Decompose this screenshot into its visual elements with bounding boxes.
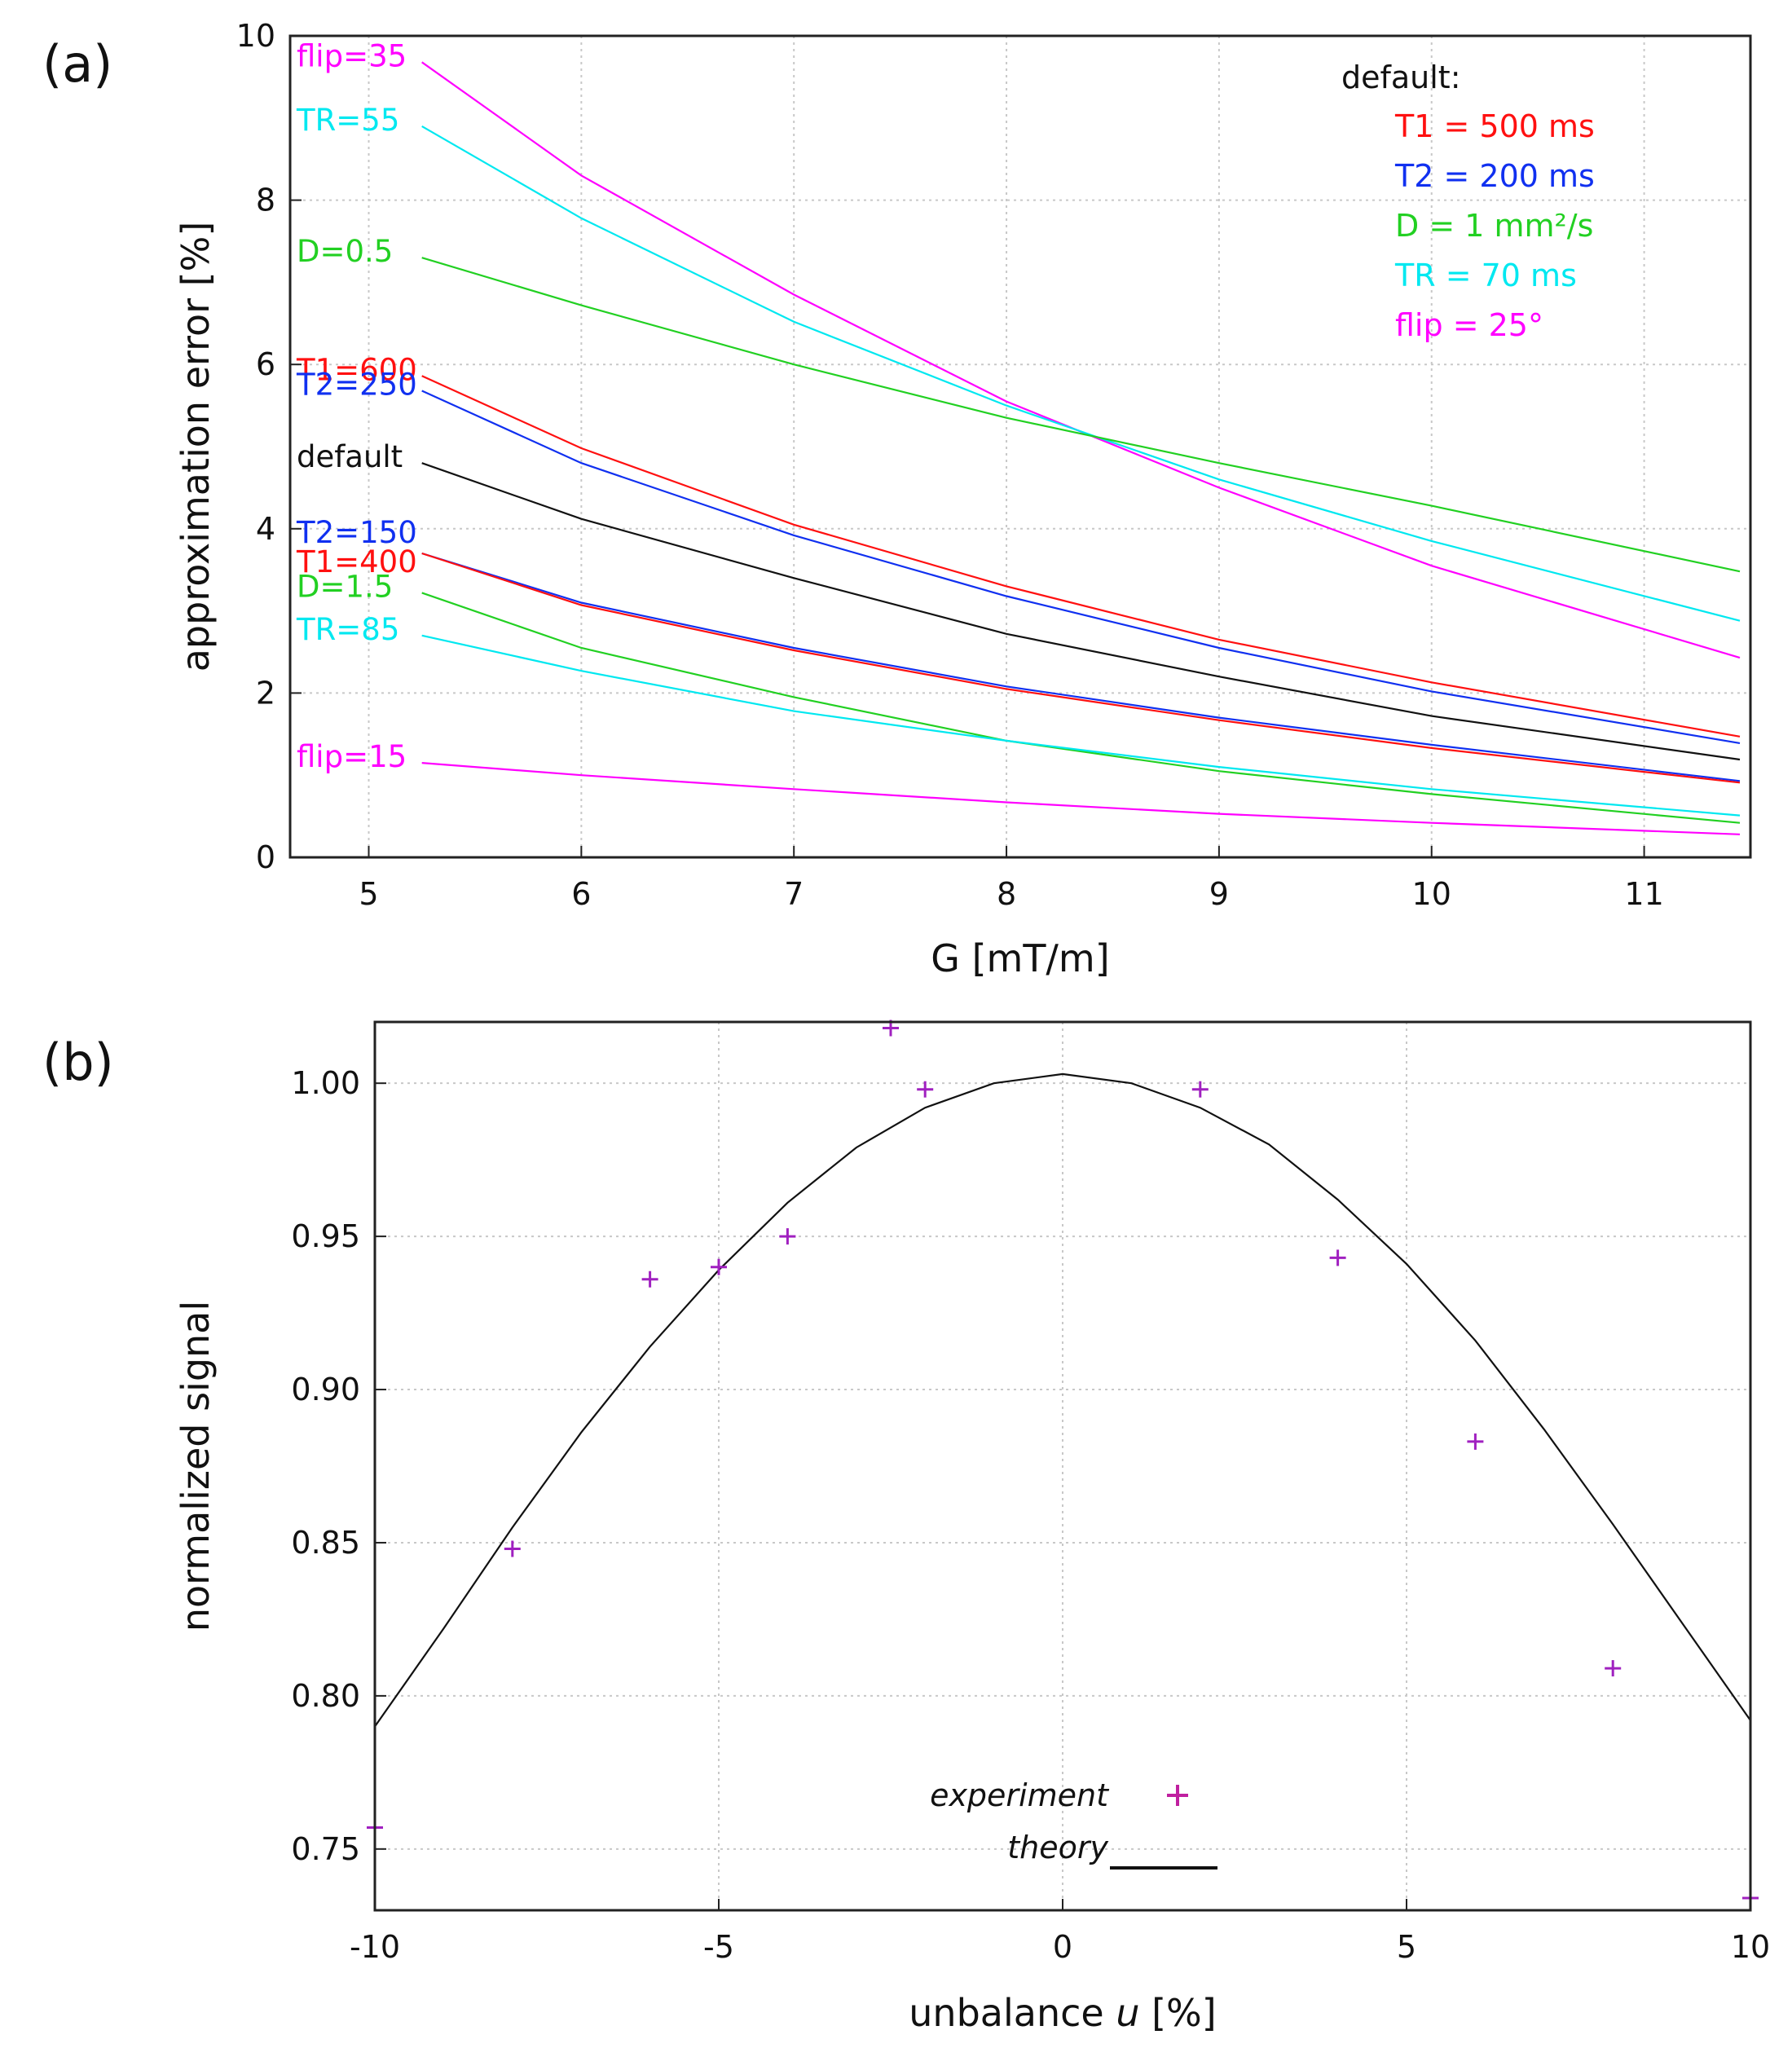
x-tick-label: 5 — [359, 876, 378, 912]
x-tick-label: 5 — [1397, 1929, 1416, 1965]
y-axis-title: normalized signal — [174, 1301, 218, 1632]
legend-entry: T1 = 500 ms — [1394, 108, 1595, 144]
series-label: TR=85 — [296, 612, 399, 647]
data-point-experiment — [1467, 1433, 1484, 1450]
panel-a-label: (a) — [42, 34, 112, 94]
y-tick-label: 0.95 — [291, 1218, 360, 1254]
y-tick-label: 0 — [256, 839, 275, 875]
x-axis-title: unbalance u [%] — [909, 1991, 1216, 2035]
series-label: D=0.5 — [297, 234, 393, 269]
legend-title: default: — [1341, 59, 1461, 95]
x-axis-title: G [mT/m] — [931, 936, 1109, 980]
data-point-experiment — [711, 1258, 727, 1275]
y-tick-label: 1.00 — [291, 1065, 360, 1101]
data-point-experiment — [917, 1081, 934, 1098]
x-tick-label: 0 — [1053, 1929, 1072, 1965]
plot-frame — [288, 34, 1752, 859]
legend-marker-experiment — [1167, 1785, 1188, 1806]
series-label: T1=600 — [296, 352, 417, 387]
y-tick-label: 0.80 — [291, 1678, 360, 1714]
data-point-experiment — [641, 1271, 658, 1288]
x-tick-label: 9 — [1209, 876, 1229, 912]
data-point-experiment — [504, 1540, 521, 1557]
legend-entry: D = 1 mm²/s — [1395, 208, 1593, 244]
data-point-experiment — [1329, 1249, 1346, 1266]
series-line-tr-85 — [421, 634, 1741, 817]
series-line-d-0-5 — [421, 257, 1741, 573]
x-tick-label: 8 — [997, 876, 1016, 912]
series-line-flip-15 — [421, 762, 1741, 835]
legend-entry: T2 = 200 ms — [1394, 158, 1595, 194]
series-label: flip=15 — [297, 739, 407, 774]
series-line-default — [421, 462, 1741, 761]
series-line-flip-35 — [421, 61, 1741, 659]
y-tick-label: 6 — [256, 346, 275, 382]
y-tick-label: 2 — [256, 675, 275, 711]
legend-entry-theory: theory — [1007, 1830, 1108, 1865]
series-line-t2-150 — [421, 552, 1741, 782]
chart-b: -10 -5 0 5 10 0.75 0.80 0.85 0.90 0.95 1.00 unbalan… — [174, 1020, 1770, 2035]
series-line-t1-400 — [421, 552, 1741, 784]
series-line-theory — [374, 1072, 1751, 1728]
x-axis-title-suffix: [%] — [1139, 1991, 1216, 2035]
chart-a: 5 6 7 8 9 10 11 0 2 4 6 8 10 G [mT/m] approximation er… — [174, 18, 1752, 980]
data-point-experiment — [1191, 1081, 1209, 1098]
series-label: flip=35 — [297, 38, 407, 73]
y-tick-label: 10 — [236, 18, 275, 54]
data-point-experiment — [1605, 1660, 1622, 1677]
series-label: T1=400 — [296, 544, 417, 579]
data-point-experiment — [779, 1228, 796, 1245]
legend-entry: flip = 25° — [1395, 307, 1543, 343]
series-label: TR=55 — [296, 103, 399, 138]
x-tick-label: 11 — [1624, 876, 1663, 912]
series-line-tr-55 — [421, 125, 1741, 622]
series-line-t1-600 — [421, 375, 1741, 738]
series-label: T2=150 — [296, 515, 417, 550]
x-tick-label: -10 — [350, 1929, 400, 1965]
series-label: T2=250 — [296, 367, 417, 402]
y-tick-label: 8 — [256, 183, 275, 218]
x-tick-label: 10 — [1731, 1929, 1770, 1965]
legend-entry: TR = 70 ms — [1394, 258, 1577, 293]
y-tick-label: 0.75 — [291, 1831, 360, 1867]
x-tick-label: -5 — [703, 1929, 734, 1965]
y-tick-label: 0.90 — [291, 1372, 360, 1407]
x-tick-label: 6 — [571, 876, 591, 912]
series-line-t2-250 — [421, 390, 1741, 744]
y-tick-label: 0.85 — [291, 1525, 360, 1561]
series-label: default — [297, 439, 403, 474]
y-axis-title: approximation error [%] — [174, 222, 218, 672]
y-tick-label: 4 — [256, 511, 275, 547]
x-tick-label: 7 — [784, 876, 804, 912]
x-axis-title-variable: u — [1116, 1991, 1139, 2035]
series-line-d-1-5 — [421, 592, 1741, 824]
series-label: D=1.5 — [297, 569, 393, 604]
panel-b-label: (b) — [42, 1033, 114, 1092]
x-axis-title-prefix: unbalance — [909, 1991, 1116, 2035]
x-tick-label: 10 — [1412, 876, 1451, 912]
legend-entry-experiment: experiment — [930, 1777, 1110, 1813]
